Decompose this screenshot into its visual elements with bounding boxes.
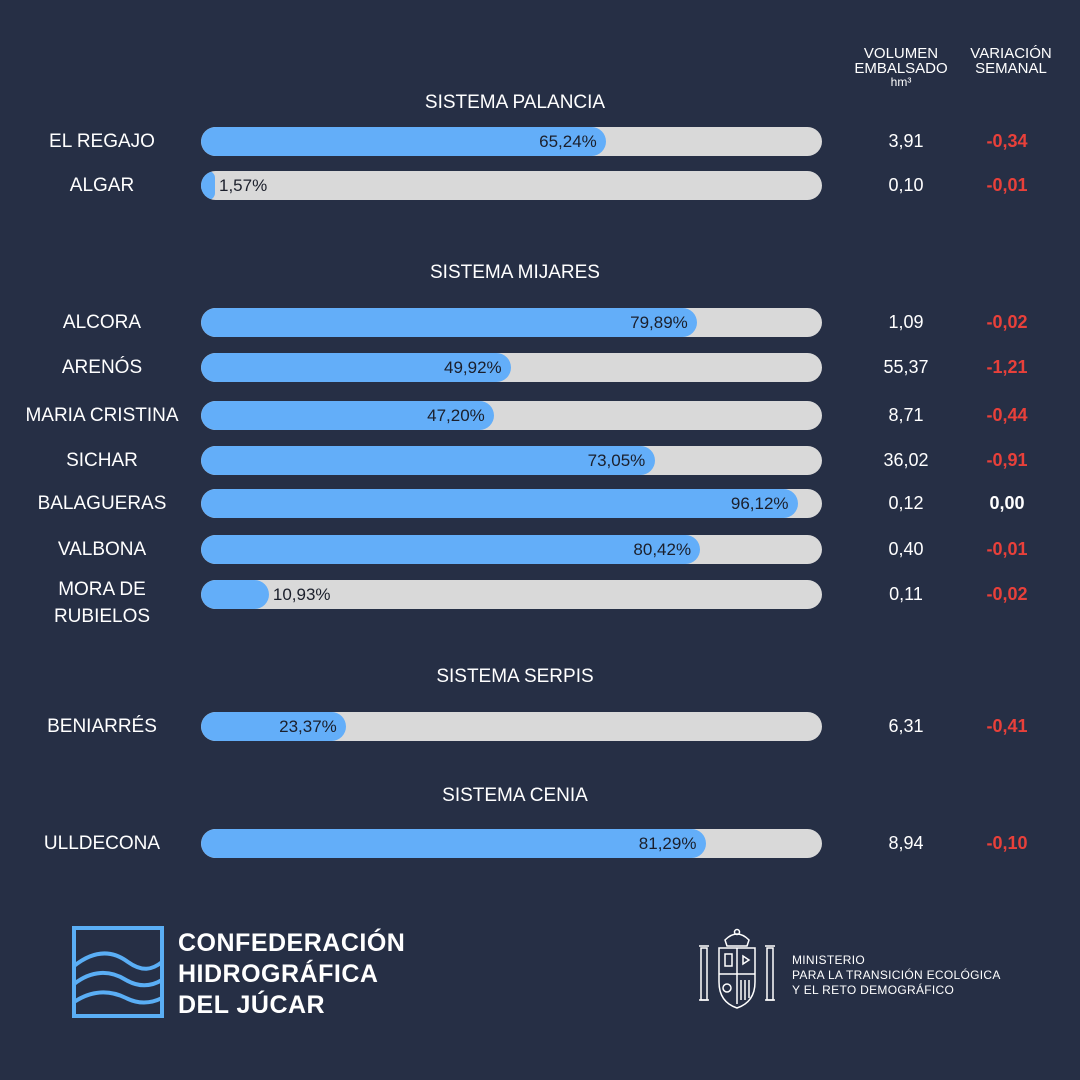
bar-track: 1,57% — [201, 171, 822, 200]
reservoir-name: ALCORA — [62, 312, 142, 333]
bar-track: 10,93% — [201, 580, 822, 609]
chj-name-line1: CONFEDERACIÓN — [178, 929, 406, 957]
bar-value-label: 10,93% — [272, 585, 331, 604]
bar-track: 65,24% — [201, 127, 822, 156]
bar-track: 80,42% — [201, 535, 822, 564]
volume-value: 36,02 — [883, 450, 929, 470]
reservoir-name-line: RUBIELOS — [53, 606, 151, 627]
bar-value-label: 65,24% — [539, 132, 597, 151]
volume-unit: hm³ — [890, 75, 912, 89]
reservoir-name: BENIARRÉS — [47, 716, 157, 737]
bar-fill — [201, 580, 269, 609]
bar-track: 49,92% — [201, 353, 822, 382]
bar-value-label: 49,92% — [444, 358, 502, 377]
variation-value: -0,91 — [986, 450, 1028, 470]
chj-logo-icon — [72, 926, 164, 1018]
bar-track: 23,37% — [201, 712, 822, 741]
bar-fill — [201, 401, 495, 430]
reservoir-name: EL REGAJO — [49, 131, 155, 152]
chj-name: CONFEDERACIÓN HIDROGRÁFICA DEL JÚCAR — [178, 928, 405, 1021]
volume-header-line1: VOLUMEN — [863, 45, 939, 62]
bar-track: 96,12% — [201, 489, 822, 518]
bar-value-label: 23,37% — [279, 717, 337, 736]
reservoir-name: ULLDECONA — [43, 833, 161, 854]
bar-value-label: 80,42% — [633, 540, 692, 559]
ministry-line1: MINISTERIO — [792, 953, 866, 967]
volume-value: 8,71 — [888, 405, 924, 425]
system-title: SISTEMA PALANCIA — [424, 92, 606, 113]
bar-value-label: 47,20% — [427, 406, 485, 425]
system-title: SISTEMA MIJARES — [430, 262, 600, 283]
reservoir-name: SICHAR — [66, 450, 138, 471]
bar-fill — [201, 712, 347, 741]
bar-fill — [201, 353, 511, 382]
bar-track: 81,29% — [201, 829, 822, 858]
bar-fill — [201, 535, 701, 564]
variation-value: -0,01 — [986, 175, 1028, 195]
volume-value: 0,40 — [888, 539, 924, 559]
reservoir-name: ALGAR — [69, 175, 135, 196]
system-title: SISTEMA CENIA — [442, 785, 588, 806]
reservoir-name: BALAGUERAS — [37, 493, 167, 514]
bar-track: 79,89% — [201, 308, 822, 337]
spain-coat-of-arms-icon — [699, 928, 775, 1009]
volume-value: 0,12 — [888, 493, 924, 513]
variation-column-header: VARIACIÓN SEMANAL — [956, 46, 1066, 76]
variation-header-line1: VARIACIÓN — [970, 45, 1052, 62]
variation-value: -0,01 — [986, 539, 1028, 559]
bar-value-label: 1,57% — [219, 176, 268, 195]
reservoir-name: VALBONA — [57, 539, 147, 560]
volume-value: 1,09 — [888, 312, 924, 332]
variation-value: -0,02 — [986, 584, 1028, 604]
variation-value: -0,41 — [986, 716, 1028, 736]
variation-value: -0,02 — [986, 312, 1028, 332]
bar-track: 47,20% — [201, 401, 822, 430]
reservoir-name: MORA DE RUBIELOS — [0, 576, 204, 630]
bar-fill — [201, 489, 798, 518]
volume-value: 3,91 — [888, 131, 924, 151]
system-title: SISTEMA SERPIS — [436, 666, 594, 687]
volume-column-header: VOLUMEN EMBALSADO hm³ — [846, 46, 956, 90]
chj-name-line3: DEL JÚCAR — [178, 991, 326, 1019]
variation-header-line2: SEMANAL — [975, 60, 1047, 77]
bar-value-label: 81,29% — [638, 834, 697, 853]
reservoir-name: ARENÓS — [61, 357, 143, 378]
volume-header-line2: EMBALSADO — [854, 60, 948, 77]
volume-value: 6,31 — [888, 716, 924, 736]
volume-value: 8,94 — [888, 833, 924, 853]
variation-value: -0,10 — [986, 833, 1028, 853]
variation-value: 0,00 — [989, 493, 1025, 513]
bar-value-label: 79,89% — [630, 313, 688, 332]
bar-track: 73,05% — [201, 446, 822, 475]
ministry-name: MINISTERIO PARA LA TRANSICIÓN ECOLÓGICA … — [792, 953, 1001, 998]
variation-value: -1,21 — [986, 357, 1028, 377]
reservoir-name-line: MORA DE — [58, 579, 146, 600]
bar-fill — [201, 829, 706, 858]
reservoir-name: MARIA CRISTINA — [25, 405, 179, 426]
volume-value: 0,11 — [889, 584, 923, 604]
bar-fill — [201, 308, 698, 337]
bar-value-label: 73,05% — [587, 451, 646, 470]
bar-value-label: 96,12% — [730, 494, 789, 513]
variation-value: -0,44 — [986, 405, 1028, 425]
chj-name-line2: HIDROGRÁFICA — [178, 960, 379, 988]
bar-fill — [201, 446, 655, 475]
volume-value: 0,10 — [888, 175, 924, 195]
ministry-line2: PARA LA TRANSICIÓN ECOLÓGICA — [792, 968, 1001, 982]
volume-value: 55,37 — [883, 357, 929, 377]
variation-value: -0,34 — [986, 131, 1028, 151]
bar-fill — [201, 127, 607, 156]
ministry-line3: Y EL RETO DEMOGRÁFICO — [792, 983, 955, 997]
bar-fill — [201, 171, 215, 200]
